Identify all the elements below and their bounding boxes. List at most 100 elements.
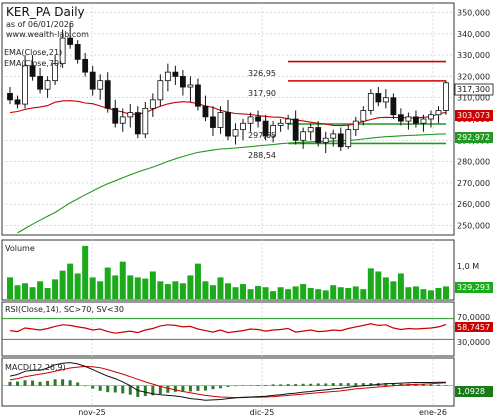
macd-hist-bar [38,381,42,386]
macd-hist-bar [264,385,268,386]
macd-hist-bar [271,384,275,386]
candle-body [443,82,449,111]
volume-bar [134,277,141,299]
macd-hist-bar [23,380,27,386]
ema70-line [17,133,447,234]
volume-layer [7,245,449,299]
macd-hist-bar [16,381,20,386]
volume-bar [352,286,359,299]
price-tick-label: 340,000 [457,30,490,39]
level-label-326: 326,95 [248,69,276,78]
level-label-297: 297,65 [248,131,276,140]
candle-body [300,131,307,141]
volume-bar [119,261,126,299]
macd-hist-bar [324,383,328,386]
macd-hist-bar [421,384,425,386]
candle-body [14,99,21,105]
macd-hist-bar [226,385,230,387]
candle-body [112,107,119,124]
macd-hist-bar [128,385,132,395]
macd-hist-bar [279,384,283,386]
candle-body [315,127,322,143]
volume-bar [307,287,314,299]
volume-bar [382,277,389,299]
candle-body [413,116,419,124]
rsi-badge: 58,7457 [457,323,490,332]
macd-hist-bar [68,380,72,386]
volume-bar [209,285,216,299]
volume-bar [74,273,81,299]
volume-bar [82,245,89,299]
candle-body [217,112,224,128]
macd-hist-bar [98,385,102,391]
macd-hist-bar [444,385,448,386]
volume-bar [405,287,412,299]
volume-bar [14,285,21,299]
price-tick-label: 280,000 [457,158,490,167]
volume-bar [149,271,156,299]
volume-bar [187,275,194,299]
volume-bar [232,287,239,299]
volume-bar [277,287,284,299]
candles-layer [7,23,449,154]
price-tick-label: 250,000 [457,221,490,230]
volume-bar [247,289,254,299]
macd-panel-frame [1,357,455,407]
volume-panel-frame [1,239,455,301]
macd-hist-bar [181,385,185,392]
close-badge-bg [454,83,494,96]
candle-body [397,114,404,122]
candle-body [225,112,231,137]
candle-body [119,116,126,124]
support-resistance-levels [288,60,446,145]
x-axis-label: nov-25 [78,408,106,417]
level-label-317: 317,90 [248,89,276,98]
macd-hist-bar [294,384,298,386]
candle-body [187,84,194,88]
volume-bar [255,286,262,299]
volume-bar [435,287,442,299]
macd-hist-bar [331,383,335,386]
candle-body [179,76,186,88]
volume-bar [330,285,337,299]
candle-body [390,97,397,116]
macd-hist-bar [8,381,12,386]
macd-hist-bar [369,383,373,386]
volume-bar [375,271,382,299]
macd-hist-bar [241,385,245,386]
macd-hist-bar [166,385,170,393]
macd-hist-bar [256,385,260,386]
volume-axis-tick: 1,0 M [457,262,479,271]
volume-bar [157,281,164,299]
macd-hist-bar [309,383,313,386]
candle-body [149,99,156,109]
candle-body [232,129,239,137]
macd-hist-bar [188,385,192,392]
candle-body [52,63,59,82]
close-badge: 317,300 [457,85,490,94]
candle-body [157,80,164,101]
macd-signal-line [9,365,447,399]
candle-body [337,133,344,148]
volume-bar [89,277,96,299]
volume-bar [443,286,449,299]
candle-body [172,71,179,77]
volume-bar [29,287,36,299]
volume-bar [285,289,292,299]
volume-bar [142,278,149,299]
volume-bar [315,289,322,299]
volume-bar [412,286,419,299]
candle-body [270,124,277,137]
legend-ema21: EMA(Close,21) [4,48,62,57]
macd-hist-bar [136,385,140,397]
volume-bar [390,281,397,299]
candle-body [375,93,382,103]
rsi-label: RSI(Close,14), SC>70, SV<30 [5,305,124,314]
volume-bar [194,263,201,299]
volume-bar [270,291,277,299]
macd-hist-bar [249,385,253,386]
macd-hist-bar [384,383,388,386]
macd-badge-bg [455,386,493,397]
rsi-layer [2,318,454,340]
